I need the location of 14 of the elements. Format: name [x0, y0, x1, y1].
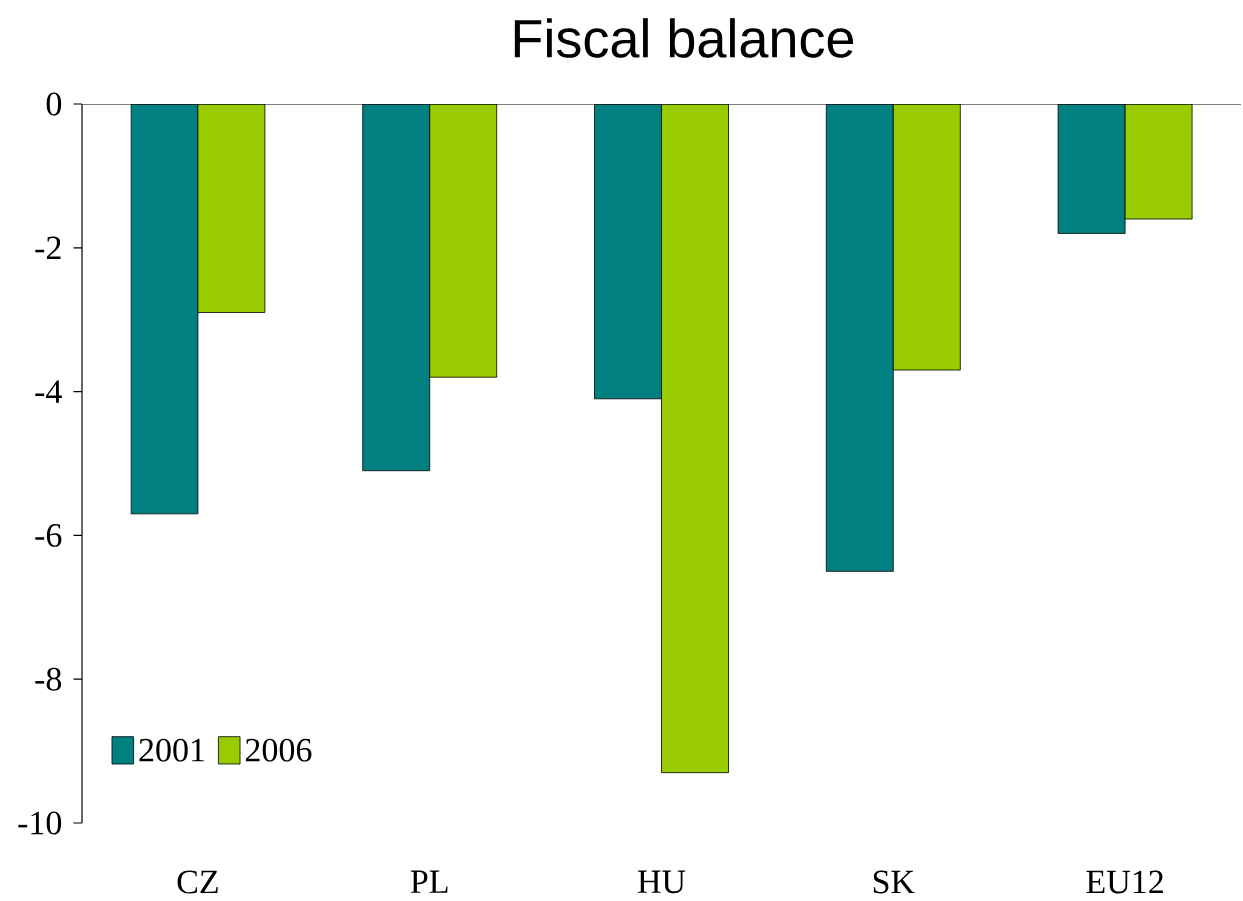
y-tick-label: -2 — [35, 236, 61, 260]
legend-label: 2006 — [245, 738, 312, 762]
chart-title: Fiscal balance — [514, 18, 854, 58]
legend-label: 2001 — [139, 738, 204, 762]
x-tick-label: PL — [410, 870, 448, 893]
y-tick-label: -8 — [35, 667, 62, 691]
x-tick-label: CZ — [177, 870, 218, 894]
x-tick-label: SK — [873, 870, 915, 894]
y-tick-label: -10 — [18, 811, 62, 835]
y-tick-label: 0 — [46, 92, 62, 116]
y-tick-label: -4 — [35, 380, 62, 403]
y-tick-label: -6 — [35, 523, 62, 547]
x-tick-label: EU12 — [1086, 870, 1163, 894]
x-tick-label: HU — [637, 870, 686, 894]
